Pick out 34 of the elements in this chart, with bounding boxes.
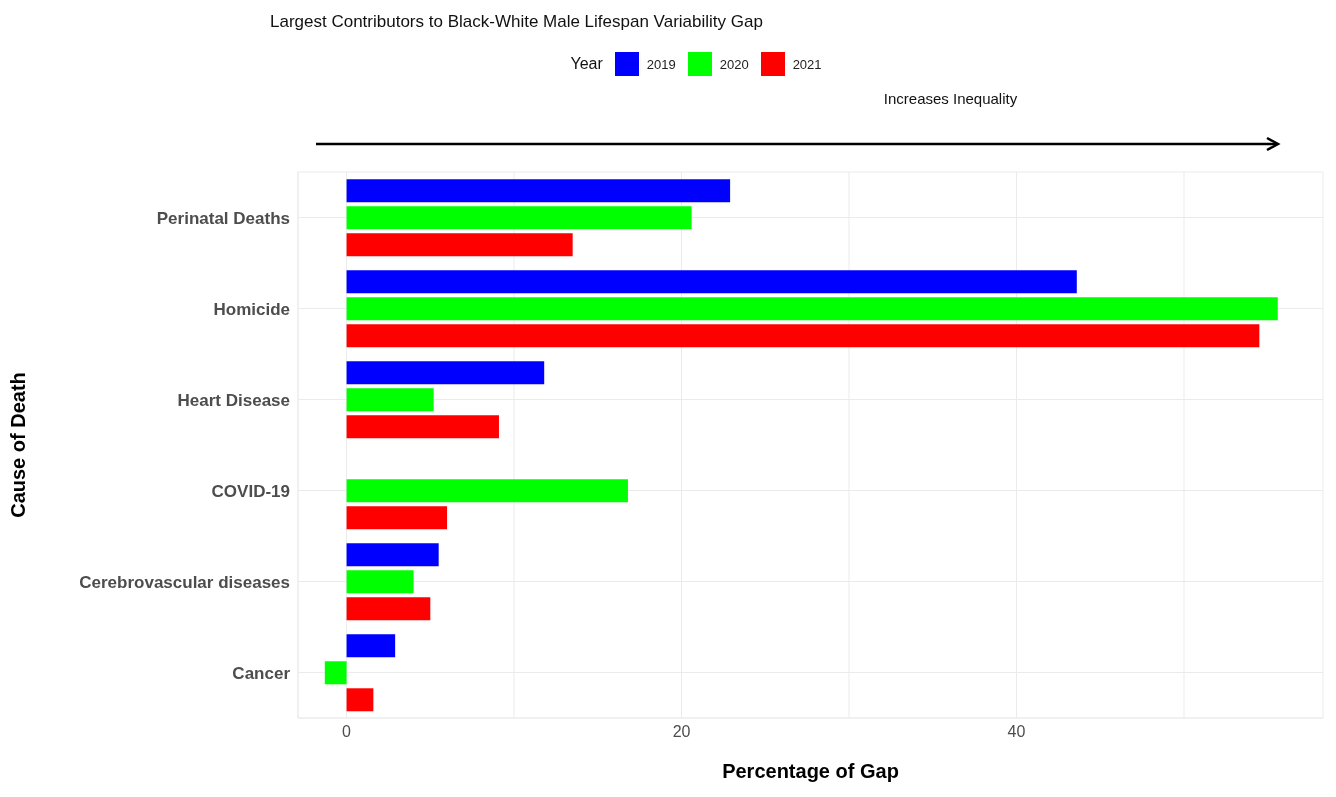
bar — [346, 506, 448, 530]
legend-label: 2019 — [646, 56, 676, 72]
bar — [324, 661, 347, 685]
y-axis-title: Cause of Death — [7, 372, 30, 518]
bar — [346, 543, 439, 567]
y-tick-label: Cerebrovascular diseases — [79, 572, 290, 592]
bar — [346, 570, 414, 594]
bar — [346, 297, 1278, 321]
legend-title: Year — [570, 55, 603, 73]
bar — [346, 479, 628, 503]
bar — [346, 206, 692, 230]
y-tick-label: Homicide — [213, 299, 290, 319]
bar — [346, 233, 573, 257]
bar — [346, 634, 396, 658]
chart-title: Largest Contributors to Black-White Male Lifespan Variability Gap — [270, 12, 763, 32]
y-tick-label: COVID-19 — [211, 481, 290, 501]
legend-label: 2020 — [719, 56, 749, 72]
bar — [346, 324, 1260, 348]
y-tick-label: Perinatal Deaths — [156, 208, 290, 228]
x-tick-label: 20 — [672, 723, 691, 741]
bar — [346, 415, 499, 439]
y-tick-label: Heart Disease — [177, 390, 290, 410]
legend-label: 2021 — [792, 56, 822, 72]
x-axis-title: Percentage of Gap — [722, 760, 899, 782]
y-tick-label: Cancer — [232, 663, 291, 683]
text: Increases Inequality — [882, 90, 1019, 107]
bar — [346, 361, 545, 385]
bar — [346, 597, 431, 621]
x-tick-label: 40 — [1007, 723, 1026, 741]
bar — [346, 179, 731, 203]
bar — [346, 270, 1077, 294]
x-tick-label: 0 — [342, 723, 352, 741]
bar — [346, 388, 434, 412]
bar — [346, 688, 374, 712]
